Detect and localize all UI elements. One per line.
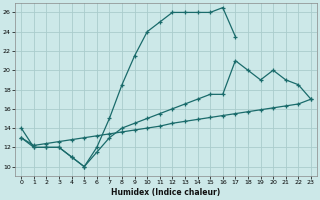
X-axis label: Humidex (Indice chaleur): Humidex (Indice chaleur): [111, 188, 221, 197]
